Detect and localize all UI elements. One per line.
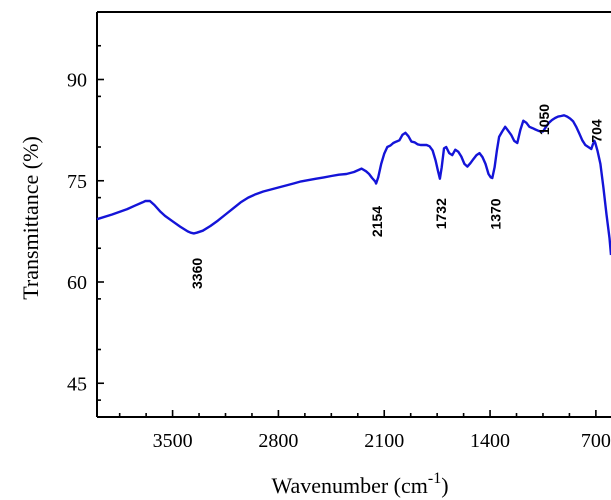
y-axis-ticks: 45 60 75 90 [67,44,104,401]
x-axis-title-main: Wavenumber (cm [271,473,427,498]
peak-label-1370: 1370 [488,198,504,229]
spectrum-line [96,114,611,256]
x-tick-label: 2100 [364,430,404,452]
x-tick-label: 2800 [258,430,298,452]
peak-label-1050: 1050 [536,104,552,135]
x-axis-title-end: ) [441,473,448,498]
x-tick-label: 700 [581,430,611,452]
x-tick-label: 1400 [470,430,510,452]
x-tick-label: 3500 [153,430,193,452]
y-tick-label: 60 [67,272,87,294]
peak-labels: 33602154173213701050704530 [189,104,604,289]
y-tick-label: 75 [67,171,87,193]
y-axis-title: Transmittance (%) [18,136,43,300]
peak-label-3360: 3360 [189,258,205,289]
x-axis-ticks: 3500 2800 2100 1400 700 [118,410,611,452]
peak-label-704: 704 [588,119,604,143]
plot-area [96,11,611,418]
x-axis-title-superscript: -1 [428,470,441,487]
y-tick-label: 45 [67,373,87,395]
y-tick-label: 90 [67,70,87,92]
x-axis-title: Wavenumber (cm-1) [271,470,448,498]
peak-label-2154: 2154 [369,206,385,237]
peak-label-1732: 1732 [433,198,449,229]
